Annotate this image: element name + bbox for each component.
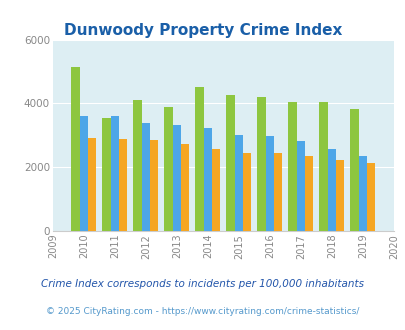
Bar (350, 109, 358, 231)
Bar (102, 118, 110, 231)
Bar (195, 87, 203, 231)
Bar (119, 140, 127, 231)
Bar (304, 156, 313, 231)
Text: Dunwoody Property Crime Index: Dunwoody Property Crime Index (64, 23, 341, 38)
Bar (226, 95, 234, 231)
Bar (327, 149, 335, 231)
Bar (71, 67, 79, 231)
Bar (296, 141, 304, 231)
Bar (273, 153, 281, 231)
Bar (318, 102, 327, 231)
Bar (242, 152, 251, 231)
Bar (358, 156, 366, 231)
Bar (149, 140, 158, 231)
Bar (164, 107, 172, 231)
Bar (335, 160, 343, 231)
Bar (79, 115, 88, 231)
Bar (88, 138, 96, 231)
Bar (234, 135, 242, 231)
Bar (265, 136, 273, 231)
Bar (366, 163, 375, 231)
Bar (110, 115, 119, 231)
Bar (257, 97, 265, 231)
Bar (203, 128, 211, 231)
Bar (181, 144, 189, 231)
Bar (133, 100, 141, 231)
Bar (211, 149, 220, 231)
Bar (172, 125, 181, 231)
Text: Crime Index corresponds to incidents per 100,000 inhabitants: Crime Index corresponds to incidents per… (41, 279, 364, 289)
Bar (288, 102, 296, 231)
Bar (141, 123, 149, 231)
Text: © 2025 CityRating.com - https://www.cityrating.com/crime-statistics/: © 2025 CityRating.com - https://www.city… (46, 307, 359, 315)
